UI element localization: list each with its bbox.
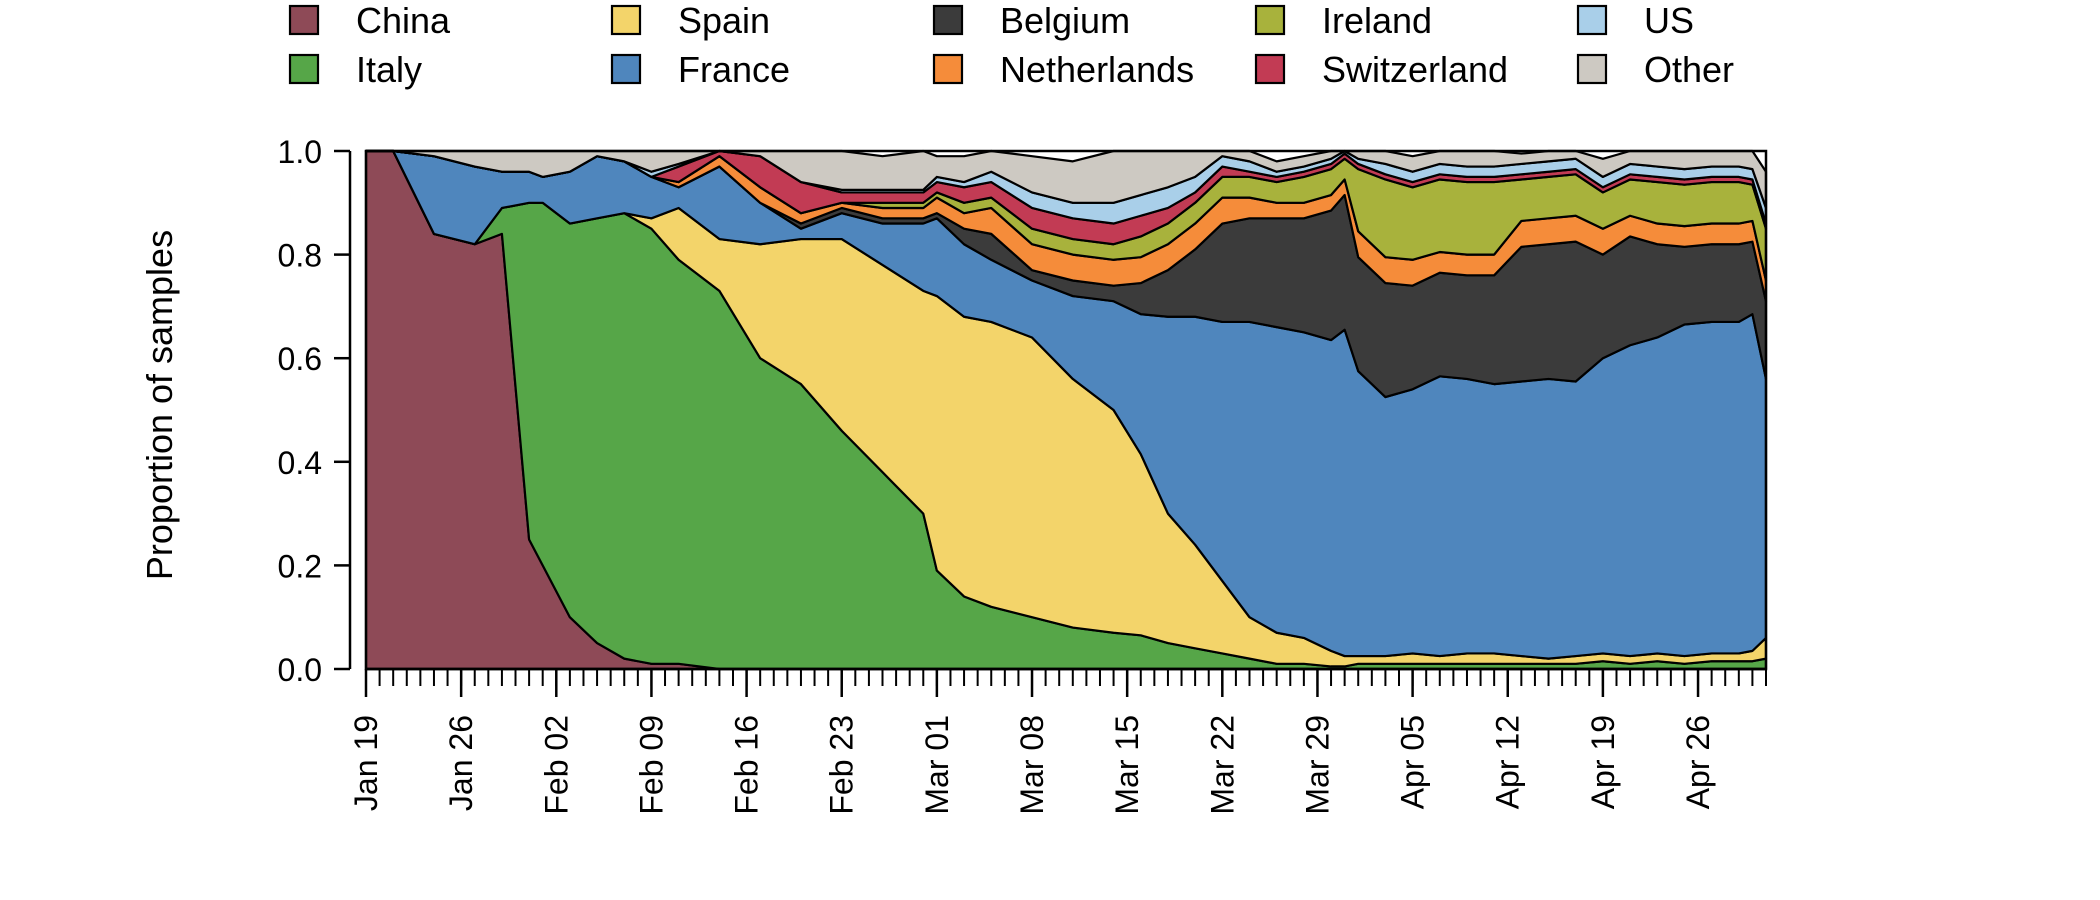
legend-item-us: US xyxy=(1576,0,1694,41)
x-tick-label: Feb 09 xyxy=(633,715,669,815)
legend-item-belgium: Belgium xyxy=(932,0,1130,41)
y-tick-label: 0.6 xyxy=(278,341,322,377)
legend-swatch xyxy=(1576,53,1608,85)
legend-swatch xyxy=(610,53,642,85)
legend-swatch xyxy=(610,4,642,36)
legend-label: Ireland xyxy=(1322,0,1432,41)
x-tick-label: Apr 19 xyxy=(1585,715,1621,809)
y-axis-label: Proportion of samples xyxy=(139,230,180,580)
legend-label: US xyxy=(1644,0,1694,41)
x-tick-label: Apr 12 xyxy=(1490,715,1526,809)
x-tick-label: Feb 16 xyxy=(729,715,765,815)
legend-label: France xyxy=(678,49,790,90)
x-tick-label: Feb 02 xyxy=(538,715,574,815)
y-tick-label: 0.8 xyxy=(278,238,322,274)
legend-label: Spain xyxy=(678,0,770,41)
legend-item-china: China xyxy=(288,0,451,41)
x-tick-label: Mar 01 xyxy=(919,715,955,815)
x-tick-label: Mar 08 xyxy=(1014,715,1050,815)
legend-swatch xyxy=(932,4,964,36)
x-tick-label: Feb 23 xyxy=(824,715,860,815)
legend-swatch xyxy=(1576,4,1608,36)
y-tick-label: 0.2 xyxy=(278,548,322,584)
legend: China Italy Spain France Belgium Netherlands I… xyxy=(288,0,1734,90)
legend-item-switzerland: Switzerland xyxy=(1254,49,1508,90)
legend-swatch xyxy=(288,53,320,85)
plot-areas xyxy=(364,149,1768,671)
y-tick-label: 0.0 xyxy=(278,652,322,688)
legend-item-spain: Spain xyxy=(610,0,770,41)
x-tick-label: Apr 26 xyxy=(1680,715,1716,809)
legend-swatch xyxy=(1254,4,1286,36)
legend-swatch xyxy=(1254,53,1286,85)
y-axis: 0.0 0.2 0.4 0.6 0.8 1.0 xyxy=(278,134,352,688)
x-tick-label: Jan 26 xyxy=(443,715,479,811)
x-tick-label: Mar 29 xyxy=(1299,715,1335,815)
legend-item-ireland: Ireland xyxy=(1254,0,1432,41)
legend-label: Italy xyxy=(356,49,422,90)
legend-item-france: France xyxy=(610,49,790,90)
x-tick-label: Jan 19 xyxy=(348,715,384,811)
legend-label: Netherlands xyxy=(1000,49,1194,90)
legend-label: China xyxy=(356,0,451,41)
legend-label: Belgium xyxy=(1000,0,1130,41)
legend-item-netherlands: Netherlands xyxy=(932,49,1194,90)
y-tick-label: 0.4 xyxy=(278,445,322,481)
y-tick-label: 1.0 xyxy=(278,134,322,170)
legend-item-italy: Italy xyxy=(288,49,422,90)
legend-swatch xyxy=(932,53,964,85)
x-axis: Jan 19 Jan 26 Feb 02 Feb 09 Feb 16 Feb 23 Mar … xyxy=(348,667,1767,815)
legend-swatch xyxy=(288,4,320,36)
legend-label: Other xyxy=(1644,49,1734,90)
x-tick-label: Apr 05 xyxy=(1395,715,1431,809)
x-tick-label: Mar 15 xyxy=(1109,715,1145,815)
legend-item-other: Other xyxy=(1576,49,1734,90)
x-tick-label: Mar 22 xyxy=(1204,715,1240,815)
legend-label: Switzerland xyxy=(1322,49,1508,90)
